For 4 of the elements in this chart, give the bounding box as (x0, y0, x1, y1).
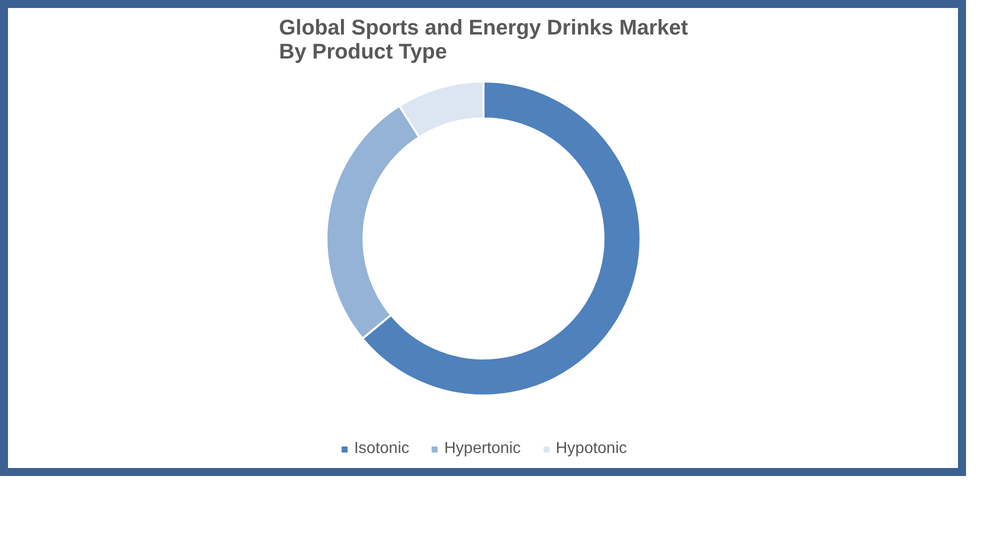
legend-label: Hypertonic (444, 440, 521, 458)
chart-title: Global Sports and Energy Drinks Market By Product Type (279, 16, 688, 64)
legend-label: Hypotonic (556, 440, 627, 458)
legend-label: Isotonic (354, 440, 410, 458)
